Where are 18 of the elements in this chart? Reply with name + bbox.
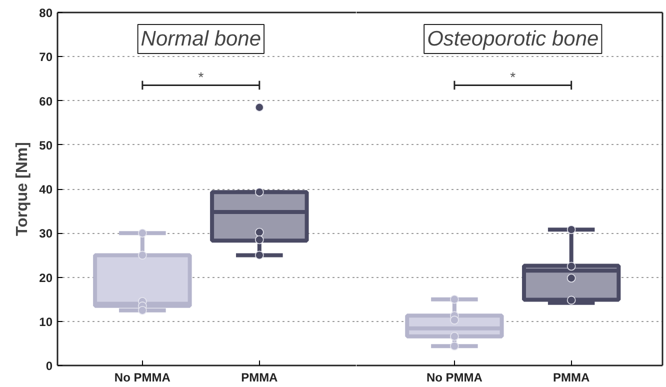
annotation: * [198,69,204,86]
x-tick-label: No PMMA [426,370,483,384]
x-tick-label: PMMA [241,370,278,384]
y-tick-label: 40 [39,182,53,196]
y-tick-label: 20 [39,270,53,285]
y-tick-label: 0 [46,359,53,373]
y-axis-title: Torque [Nm] [14,142,32,236]
y-tick-label: 70 [39,50,53,64]
y-tick-label: 80 [39,6,53,20]
y-tick-label: 30 [39,226,53,241]
y-tick-label: 10 [39,314,53,329]
x-tick-label: PMMA [553,370,590,384]
annotation: Osteoporotic bone [427,27,599,50]
x-tick-label: No PMMA [114,370,171,384]
y-tick-label: 50 [39,138,53,152]
y-tick-label: 60 [39,94,53,108]
annotation: Normal bone [140,27,262,50]
annotation: * [510,69,516,86]
